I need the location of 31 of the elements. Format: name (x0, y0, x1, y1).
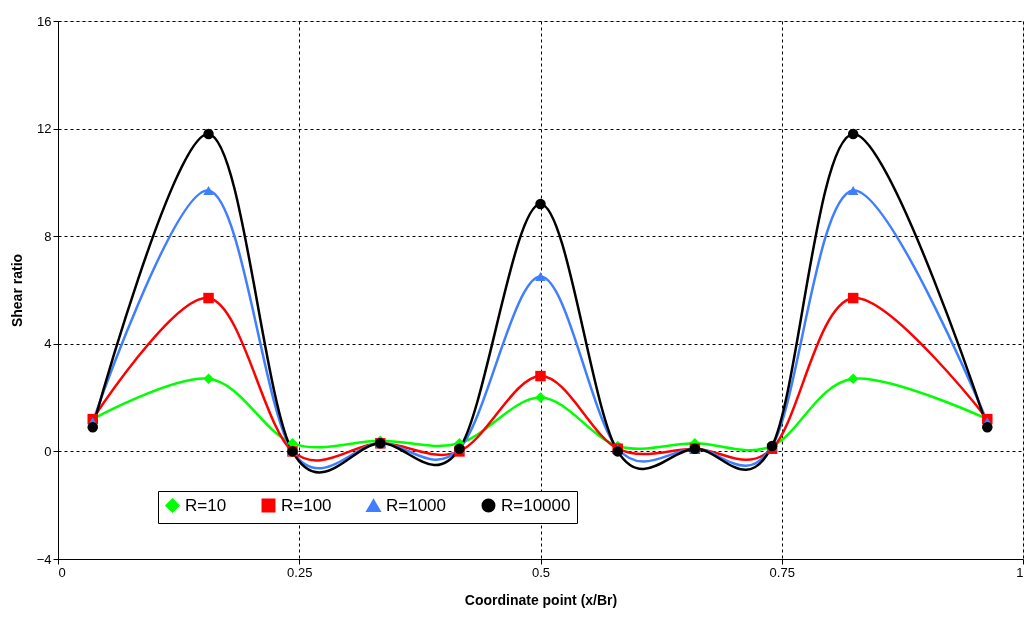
legend-label: R=100 (281, 495, 332, 515)
legend-label: R=1000 (386, 495, 447, 515)
point (203, 373, 214, 385)
x-tick-label: 1 (1016, 564, 1024, 580)
y-tick-label: 16 (37, 13, 52, 29)
point (203, 185, 214, 196)
point (847, 185, 859, 196)
point (535, 392, 546, 403)
x-axis-title: Coordinate point (x/Br) (464, 591, 618, 608)
y-tick-label: 8 (44, 228, 52, 244)
legend-label: R=10000 (501, 495, 571, 515)
y-tick-label: 12 (37, 121, 52, 137)
x-tick-label: 0.5 (531, 564, 551, 580)
point (535, 370, 546, 382)
x-tick-label: 0 (58, 564, 66, 580)
y-tick-label: 0 (44, 443, 52, 459)
point (535, 198, 546, 210)
point (535, 272, 546, 282)
point (203, 128, 214, 140)
point (847, 292, 859, 304)
point (87, 421, 98, 433)
point (847, 373, 859, 385)
x-tick-label: 0.75 (769, 564, 795, 580)
point (847, 128, 859, 140)
legend-label: R=10 (185, 495, 227, 515)
y-axis-title: Shear ratio (8, 253, 25, 328)
y-tick-label: −4 (36, 551, 52, 567)
point (982, 421, 993, 433)
point (203, 292, 214, 304)
y-tick-label: 4 (44, 336, 52, 352)
x-tick-label: 0.25 (287, 564, 313, 580)
